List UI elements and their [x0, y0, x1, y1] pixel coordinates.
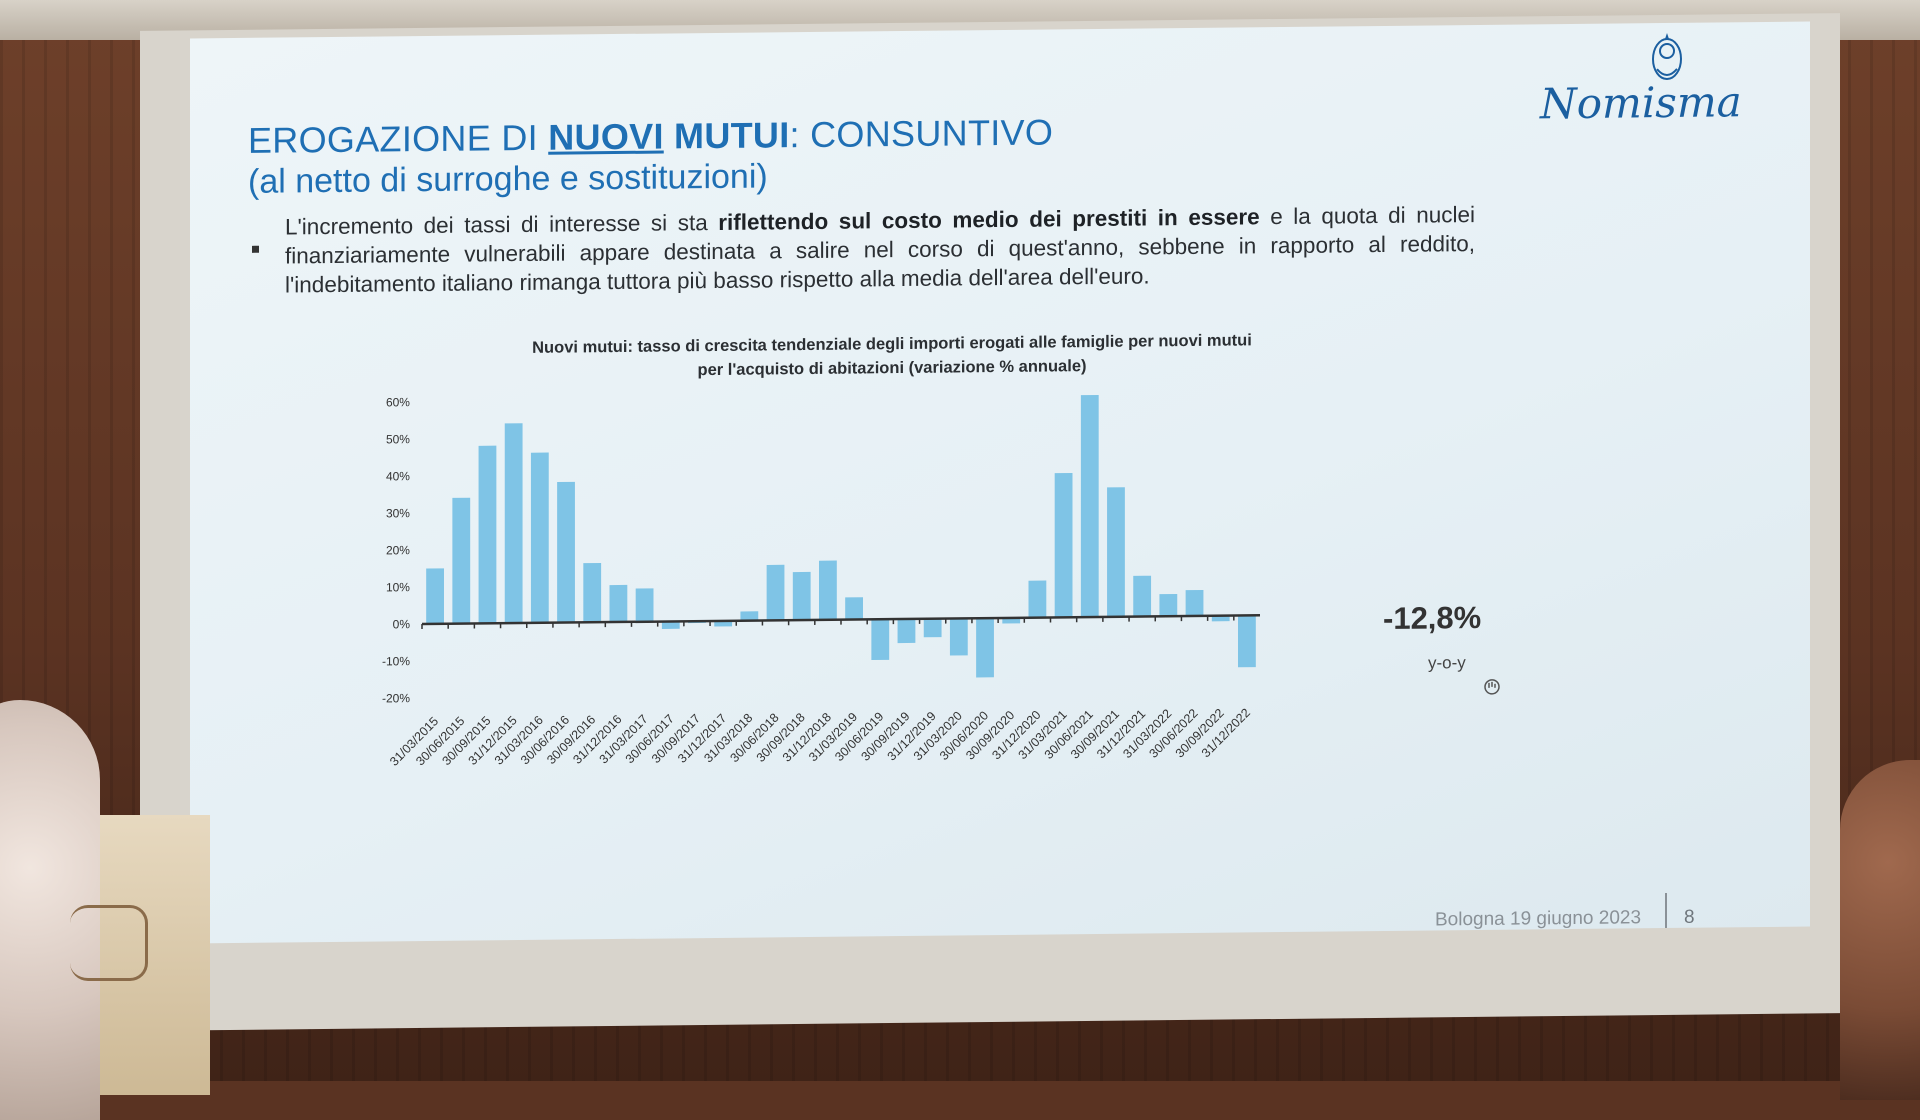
- chart-bar: [530, 452, 549, 623]
- hand-cursor-icon: [1484, 679, 1500, 695]
- y-tick-label: 60%: [386, 395, 410, 409]
- chart-bar: [766, 564, 785, 621]
- logo-emblem-icon: [1652, 33, 1682, 81]
- callout-subtitle: y-o-y: [1428, 653, 1466, 673]
- chart-bar: [1159, 593, 1178, 617]
- chart-bar: [557, 481, 575, 623]
- footer-location-date: Bologna 19 giugno 2023: [1435, 907, 1642, 931]
- chart-bar: [583, 562, 602, 623]
- chart-bar: [1080, 394, 1099, 618]
- presentation-slide: EROGAZIONE DI NUOVI MUTUI: CONSUNTIVO (a…: [190, 21, 1810, 944]
- y-tick-label: -10%: [382, 654, 410, 668]
- chart-bar: [1238, 615, 1256, 668]
- chart-bar: [1107, 487, 1125, 617]
- chart-bar: [504, 423, 523, 624]
- chart-title-line1: Nuovi mutui: tasso di crescita tendenzia…: [532, 331, 1252, 357]
- chart-bar: [1054, 472, 1073, 618]
- glasses: [70, 905, 148, 981]
- chart-bar: [1133, 575, 1152, 617]
- chart-bar: [1028, 580, 1047, 618]
- y-tick-label: 10%: [386, 580, 410, 594]
- footer-divider: [1665, 893, 1667, 932]
- chart-bar: [976, 618, 994, 678]
- audience-head-right: [1840, 760, 1920, 1100]
- chart-bar: [923, 618, 942, 638]
- chart-bar: [635, 588, 654, 622]
- chart-bar: [845, 597, 863, 620]
- chart-bar: [792, 571, 811, 621]
- chart-bar: [871, 619, 890, 661]
- page-number: 8: [1684, 906, 1695, 928]
- chart-bar: [426, 568, 444, 625]
- callout-value: -12,8%: [1383, 599, 1482, 636]
- chart-bar: [819, 560, 837, 620]
- chart-bar: [452, 497, 471, 624]
- chart-bar: [609, 584, 628, 623]
- chart-bar: [661, 621, 680, 629]
- chart-bar: [1002, 617, 1021, 624]
- y-tick-label: 30%: [386, 506, 410, 520]
- chart-title-line2: per l'acquisto di abitazioni (variazione…: [698, 357, 1087, 379]
- y-tick-label: -20%: [382, 691, 410, 705]
- y-tick-label: 50%: [386, 432, 410, 446]
- chart-bar: [949, 618, 968, 656]
- y-tick-label: 0%: [393, 617, 411, 631]
- y-tick-label: 20%: [386, 543, 410, 557]
- chart-bar: [897, 618, 916, 644]
- chart-bar: [714, 620, 733, 627]
- y-tick-label: 40%: [386, 469, 410, 483]
- chart-bar: [478, 445, 497, 624]
- chart-bar: [1211, 615, 1230, 622]
- chart-bar: [740, 611, 759, 621]
- bar-chart: Nuovi mutui: tasso di crescita tendenzia…: [382, 331, 1260, 769]
- chart-bar: [1185, 589, 1204, 617]
- x-axis-line: [422, 614, 1260, 626]
